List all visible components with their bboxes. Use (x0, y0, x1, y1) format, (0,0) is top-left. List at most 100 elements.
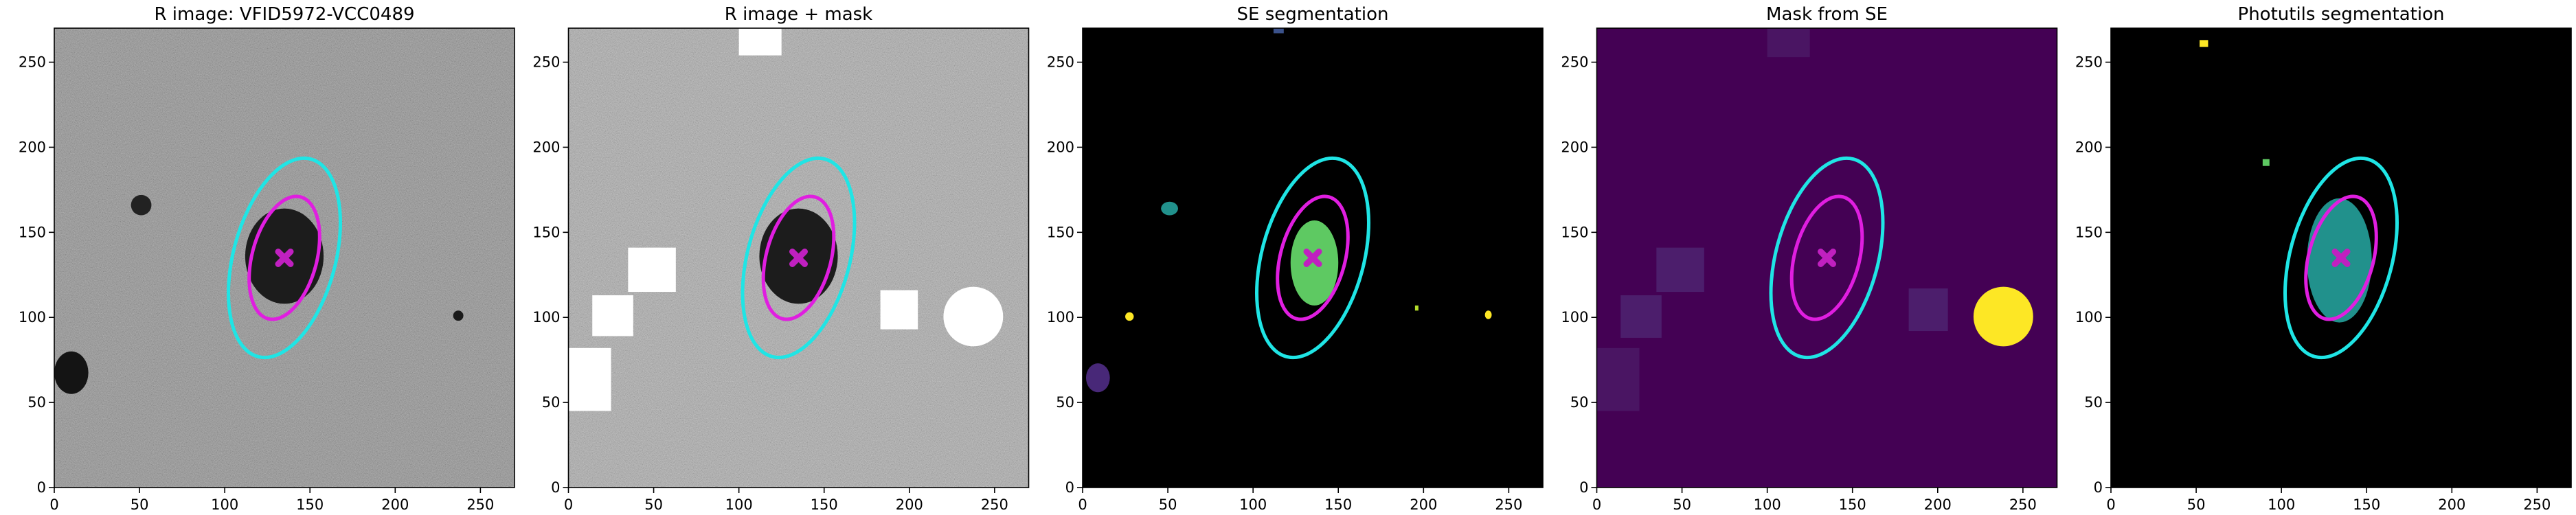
aperture-ellipse (1789, 194, 1864, 321)
region (1161, 201, 1178, 216)
x-tick-label: 200 (381, 496, 409, 513)
panel-title: SE segmentation (1237, 4, 1389, 25)
y-tick-label: 0 (1065, 479, 1074, 496)
x-tick-label: 50 (644, 496, 663, 513)
center-marker (2331, 249, 2351, 267)
x-tick-label: 100 (1754, 496, 1781, 513)
y-tick-label: 200 (2075, 139, 2103, 155)
aperture-ellipse (2304, 194, 2378, 321)
y-tick-label: 200 (1047, 139, 1074, 155)
x-tick-label: 0 (2106, 496, 2115, 513)
x-tick-label: 200 (896, 496, 923, 513)
x-tick-label: 0 (564, 496, 573, 513)
region (453, 310, 464, 321)
y-tick-label: 50 (2084, 394, 2103, 411)
region (628, 247, 676, 293)
y-tick-label: 100 (1561, 309, 1588, 325)
y-tick-label: 50 (542, 394, 561, 411)
x-tick-label: 50 (2187, 496, 2206, 513)
panel-title: R image: VFID5972-VCC0489 (154, 4, 414, 25)
x-tick-label: 250 (981, 496, 1008, 513)
x-tick-label: 50 (1159, 496, 1177, 513)
aperture-ellipse (761, 194, 836, 321)
x-tick-label: 150 (1324, 496, 1352, 513)
x-tick-label: 200 (2438, 496, 2465, 513)
aperture-ellipse (741, 156, 857, 360)
x-tick-label: 150 (1839, 496, 1866, 513)
x-tick-label: 100 (1239, 496, 1267, 513)
panel (2111, 28, 2571, 488)
region (1085, 363, 1110, 393)
panel-title: Photutils segmentation (2238, 4, 2445, 25)
x-tick-label: 0 (1078, 496, 1087, 513)
y-tick-label: 150 (19, 224, 46, 240)
axes-frame (1596, 27, 2058, 488)
region (1596, 347, 1640, 411)
region (1273, 28, 1284, 34)
region (131, 194, 152, 216)
x-tick-label: 250 (2523, 496, 2551, 513)
x-tick-label: 100 (725, 496, 753, 513)
y-tick-label: 50 (27, 394, 46, 411)
region (1908, 288, 1948, 332)
region (943, 286, 1004, 347)
panel (1596, 28, 2057, 488)
y-tick-label: 250 (532, 54, 560, 71)
region (1125, 312, 1134, 321)
panel (54, 28, 515, 488)
x-tick-label: 100 (211, 496, 238, 513)
region (2200, 40, 2208, 47)
y-tick-label: 250 (2075, 54, 2103, 71)
x-tick-label: 50 (1673, 496, 1691, 513)
y-tick-label: 250 (1561, 54, 1588, 71)
y-tick-label: 100 (2075, 309, 2103, 325)
region (1484, 310, 1492, 319)
panel-title: R image + mask (725, 4, 873, 25)
x-tick-label: 100 (2268, 496, 2295, 513)
panel (1083, 28, 1543, 488)
y-tick-label: 0 (1579, 479, 1588, 496)
region (880, 290, 918, 330)
x-tick-label: 250 (1495, 496, 1522, 513)
aperture-ellipse (1769, 156, 1885, 360)
y-tick-label: 150 (2075, 224, 2103, 240)
axes-frame (567, 27, 1030, 488)
y-tick-label: 0 (2094, 479, 2103, 496)
region (1767, 28, 1810, 58)
region (1620, 295, 1662, 338)
region (592, 295, 633, 336)
x-tick-label: 0 (1592, 496, 1601, 513)
y-tick-label: 250 (1047, 54, 1074, 71)
aperture-ellipse (2283, 156, 2399, 360)
region (1414, 305, 1419, 311)
y-tick-label: 150 (532, 224, 560, 240)
region (2262, 159, 2270, 166)
center-marker (275, 249, 294, 267)
x-tick-label: 50 (131, 496, 149, 513)
center-marker (1303, 249, 1322, 267)
y-tick-label: 0 (37, 479, 46, 496)
y-tick-label: 100 (532, 309, 560, 325)
y-tick-label: 100 (1047, 309, 1074, 325)
y-tick-label: 0 (551, 479, 560, 496)
x-tick-label: 200 (1410, 496, 1437, 513)
aperture-ellipse (247, 194, 321, 321)
x-tick-label: 250 (466, 496, 494, 513)
x-tick-label: 250 (2009, 496, 2037, 513)
y-tick-label: 200 (1561, 139, 1588, 155)
panel (568, 28, 1029, 488)
axes-frame (54, 27, 515, 488)
region (1656, 247, 1704, 293)
y-tick-label: 150 (1047, 224, 1074, 240)
aperture-ellipse (1255, 156, 1370, 360)
axes-frame (1082, 27, 1544, 488)
x-tick-label: 150 (811, 496, 838, 513)
y-tick-label: 200 (19, 139, 46, 155)
aperture-ellipse (1276, 194, 1350, 321)
region (738, 28, 782, 56)
region (1973, 286, 2033, 347)
x-tick-label: 150 (2353, 496, 2380, 513)
x-tick-label: 200 (1924, 496, 1952, 513)
